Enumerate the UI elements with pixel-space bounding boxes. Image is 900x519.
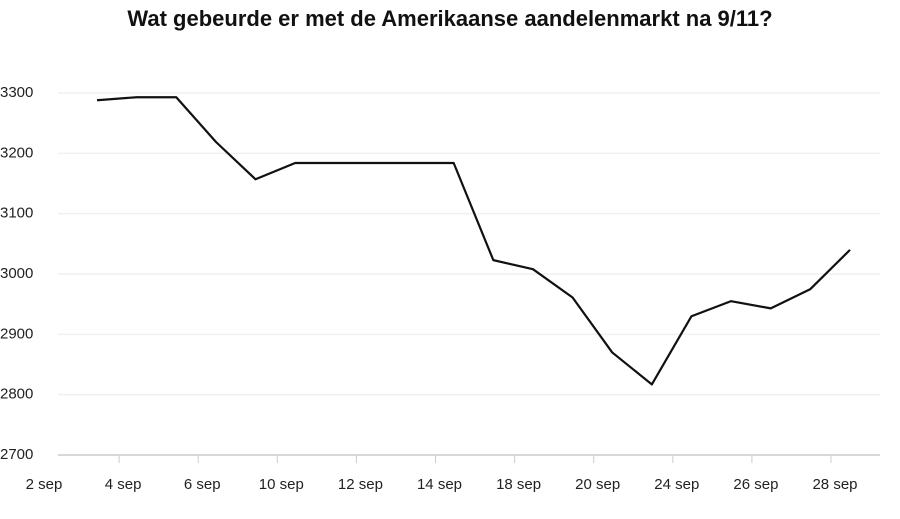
x-tick-label: 26 sep xyxy=(733,476,778,493)
x-tick-label: 12 sep xyxy=(338,476,383,493)
x-tick-label: 28 sep xyxy=(812,476,857,493)
y-tick-label: 3300 xyxy=(0,84,33,101)
x-tick-label: 2 sep xyxy=(26,476,63,493)
x-tick-label: 6 sep xyxy=(184,476,221,493)
x-tick-label: 20 sep xyxy=(575,476,620,493)
y-tick-label: 2800 xyxy=(0,386,33,403)
x-tick-label: 18 sep xyxy=(496,476,541,493)
x-tick-label: 4 sep xyxy=(105,476,142,493)
y-tick-label: 3000 xyxy=(0,265,33,282)
y-tick-label: 2700 xyxy=(0,446,33,463)
y-tick-label: 3200 xyxy=(0,144,33,161)
x-tick-label: 14 sep xyxy=(417,476,462,493)
line xyxy=(96,96,851,386)
y-tick-label: 3100 xyxy=(0,205,33,222)
x-tick-label: 10 sep xyxy=(259,476,304,493)
x-tick-label: 24 sep xyxy=(654,476,699,493)
y-tick-label: 2900 xyxy=(0,325,33,342)
chart-title: Wat gebeurde er met de Amerikaanse aande… xyxy=(127,6,772,31)
